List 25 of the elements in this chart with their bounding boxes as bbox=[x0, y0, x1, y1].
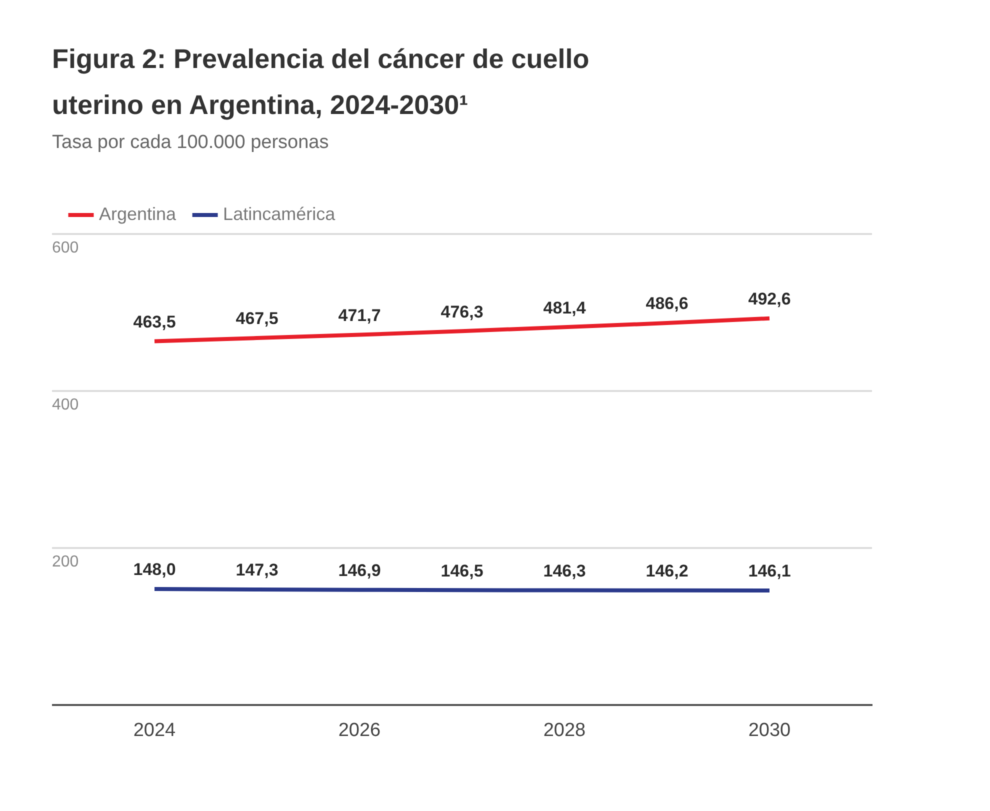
y-tick-label: 200 bbox=[52, 554, 79, 571]
data-label: 471,7 bbox=[338, 306, 381, 325]
data-label: 476,3 bbox=[440, 302, 484, 322]
data-label: 146,2 bbox=[646, 562, 688, 581]
data-label: 148,0 bbox=[133, 560, 176, 580]
y-tick-label: 400 bbox=[52, 396, 79, 414]
data-label: 146,3 bbox=[543, 561, 586, 580]
data-label: 146,5 bbox=[440, 561, 484, 580]
chart-title: Figura 2: Prevalencia del cáncer de cuello uterino en Argentina, 2024-2030¹ bbox=[52, 43, 590, 122]
data-label: 492,6 bbox=[748, 290, 791, 309]
y-tick-label: 600 bbox=[52, 239, 79, 256]
data-label: 486,6 bbox=[646, 294, 688, 314]
data-label: 463,5 bbox=[133, 312, 176, 332]
data-label: 467,5 bbox=[236, 309, 278, 328]
data-label: 146,9 bbox=[338, 561, 381, 580]
legend-label: Argentina bbox=[99, 204, 178, 224]
x-tick-label: 2030 bbox=[748, 720, 791, 741]
legend-label: Latincamérica bbox=[223, 204, 336, 224]
data-label: 146,1 bbox=[748, 562, 791, 581]
data-label: 147,3 bbox=[236, 560, 278, 580]
data-label: 481,4 bbox=[543, 298, 586, 318]
x-tick-label: 2024 bbox=[133, 720, 176, 741]
x-tick-label: 2028 bbox=[543, 720, 586, 741]
x-tick-label: 2026 bbox=[338, 720, 381, 741]
chart-subtitle: Tasa por cada 100.000 personas bbox=[52, 132, 330, 154]
